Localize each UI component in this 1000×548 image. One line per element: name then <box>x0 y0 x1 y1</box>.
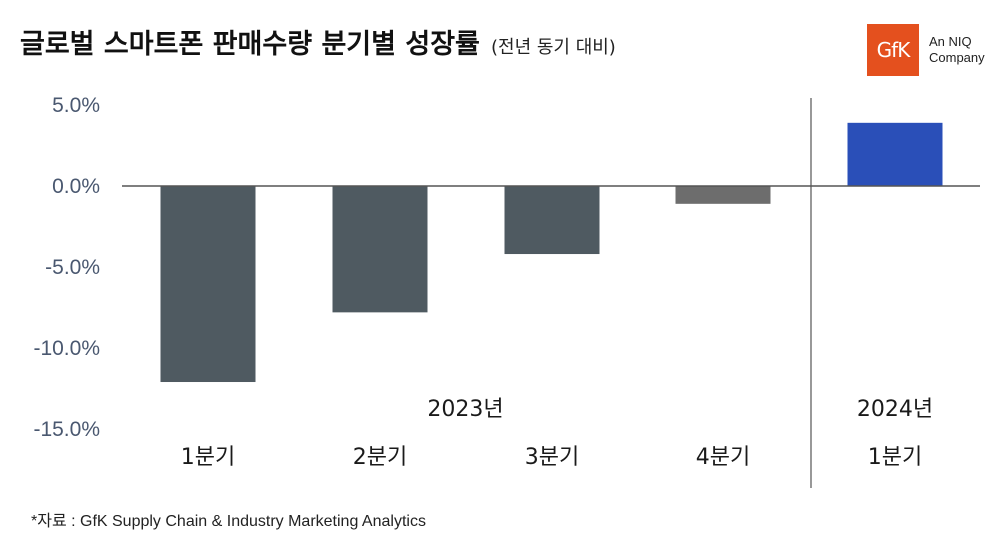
group-label: 2023년 <box>427 397 503 422</box>
logo-tagline-line2: Company <box>929 50 985 65</box>
x-tick-label: 1분기 <box>868 445 922 470</box>
x-tick-label: 2분기 <box>353 445 407 470</box>
chart-title: 글로벌 스마트폰 판매수량 분기별 성장률 <box>20 29 480 60</box>
bar <box>847 122 943 186</box>
x-tick-label: 3분기 <box>525 445 579 470</box>
group-label: 2024년 <box>857 397 933 422</box>
bar <box>160 186 256 383</box>
chart-subtitle: (전년 동기 대비) <box>490 37 616 58</box>
x-tick-label: 4분기 <box>696 445 750 470</box>
source-note: *자료 : GfK Supply Chain & Industry Market… <box>31 513 426 530</box>
x-tick-label: 1분기 <box>181 445 235 470</box>
y-tick-label: 0.0% <box>52 175 100 198</box>
gfk-logo-text: GfK <box>876 38 911 62</box>
y-tick-label: 5.0% <box>52 94 100 117</box>
logo-tagline: An NIQ Company <box>929 34 985 66</box>
y-tick-label: -5.0% <box>45 256 100 279</box>
bar <box>675 186 771 204</box>
y-tick-label: -15.0% <box>33 418 100 441</box>
logo-tagline-line1: An NIQ <box>929 34 972 49</box>
bar <box>332 186 428 313</box>
gfk-logo: GfK <box>867 24 919 76</box>
y-tick-label: -10.0% <box>33 337 100 360</box>
bar <box>504 186 600 255</box>
chart-title-block: 글로벌 스마트폰 판매수량 분기별 성장률 (전년 동기 대비) <box>20 22 616 61</box>
